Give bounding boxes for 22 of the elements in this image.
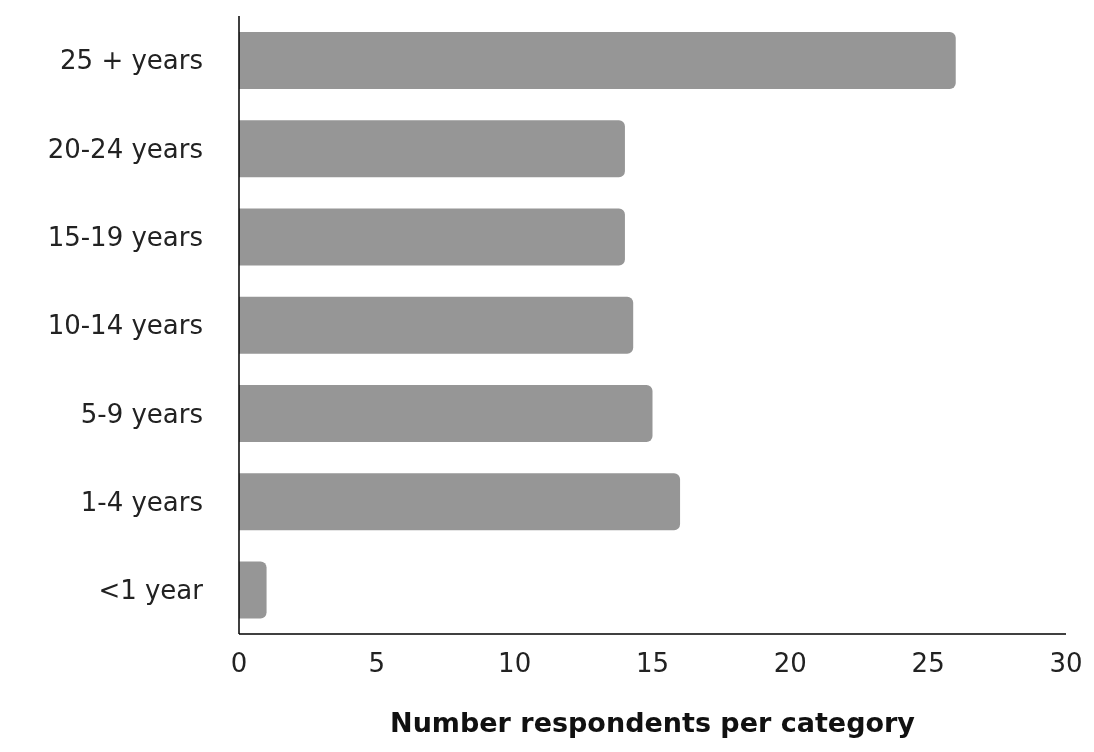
y-tick-label: 15-19 years bbox=[47, 221, 203, 252]
x-tick-label: 0 bbox=[230, 648, 248, 679]
y-tick-label: 5-9 years bbox=[80, 398, 203, 429]
x-tick-label: 15 bbox=[635, 648, 670, 679]
bar bbox=[239, 473, 681, 531]
bar bbox=[239, 208, 625, 266]
bar bbox=[239, 296, 634, 354]
x-axis-title: Number respondents per category bbox=[390, 707, 916, 738]
y-tick-label: 1-4 years bbox=[80, 486, 203, 517]
y-tick-label: 25 + years bbox=[60, 45, 203, 76]
bar bbox=[239, 120, 625, 178]
x-tick-label: 20 bbox=[773, 648, 807, 679]
bar bbox=[239, 385, 653, 443]
bar bbox=[239, 31, 956, 89]
x-tick-label: 5 bbox=[368, 648, 386, 679]
y-tick-label: 10-14 years bbox=[47, 310, 203, 341]
y-tick-label: 20-24 years bbox=[47, 133, 203, 164]
x-tick-label: 25 bbox=[911, 648, 945, 679]
x-tick-label: 30 bbox=[1049, 648, 1083, 679]
bar bbox=[239, 561, 267, 619]
x-tick-label: 10 bbox=[498, 648, 532, 679]
y-tick-label: <1 year bbox=[98, 575, 204, 606]
